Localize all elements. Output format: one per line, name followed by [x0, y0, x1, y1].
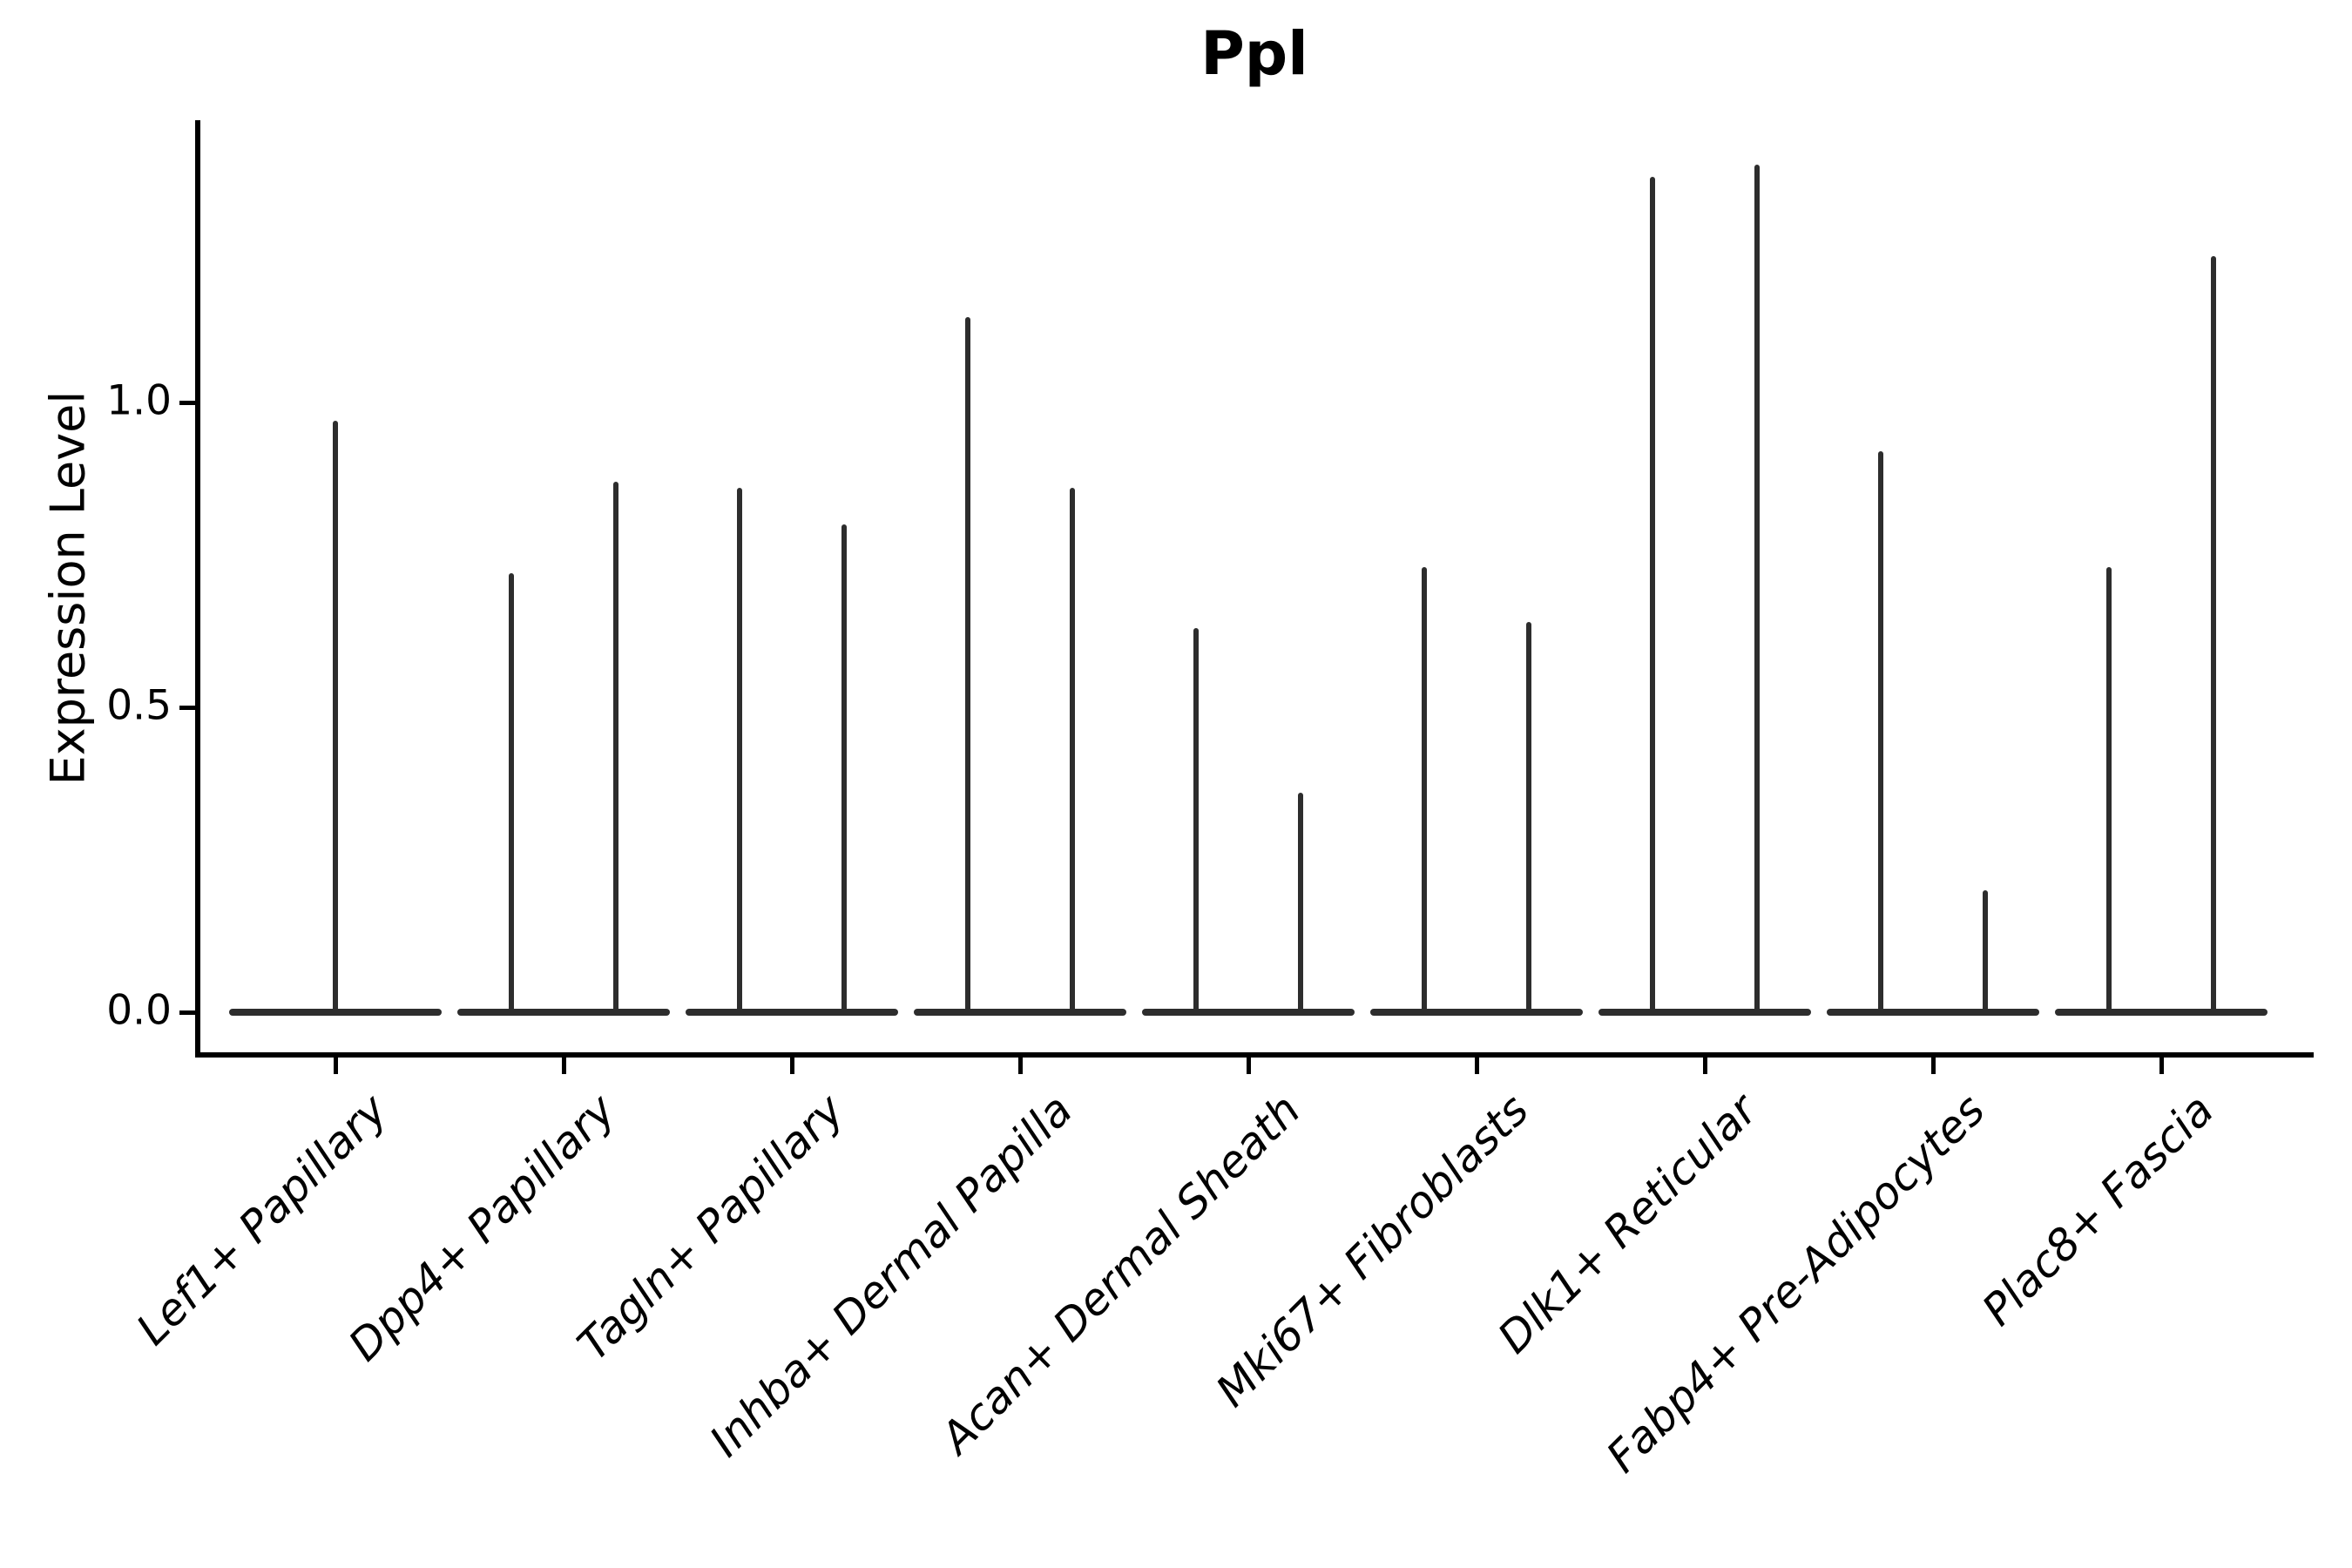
y-tick-label: 0.5	[106, 681, 172, 730]
violin-spike	[333, 421, 338, 1012]
x-tick	[1703, 1058, 1707, 1074]
y-tick-label: 0.0	[106, 986, 172, 1035]
x-tick	[562, 1058, 566, 1074]
violin-spike	[1422, 567, 1427, 1012]
x-tick	[1018, 1058, 1023, 1074]
violin-spike	[2211, 256, 2216, 1012]
violin-base	[229, 1009, 442, 1016]
y-tick	[179, 1010, 195, 1015]
violin-spike	[965, 317, 970, 1012]
violin-spike	[1070, 488, 1075, 1012]
violin-spike	[2106, 567, 2112, 1012]
violin-base	[1827, 1009, 2039, 1016]
y-tick	[179, 401, 195, 405]
violin-spike	[1193, 628, 1199, 1012]
violin-spike	[841, 524, 847, 1012]
y-tick-label: 1.0	[106, 376, 172, 425]
violin-base	[914, 1009, 1126, 1016]
violin-base	[2055, 1009, 2268, 1016]
violin-spike	[1650, 177, 1655, 1012]
x-tick	[1247, 1058, 1251, 1074]
x-tick	[1931, 1058, 1936, 1074]
violin-spike	[1754, 165, 1760, 1012]
x-tick	[790, 1058, 794, 1074]
violin-spike	[1298, 793, 1303, 1012]
y-tick	[179, 706, 195, 710]
x-tick	[2159, 1058, 2164, 1074]
violin-spike	[1878, 451, 1883, 1012]
y-axis-spine	[195, 120, 200, 1058]
violin-spike	[613, 482, 618, 1012]
x-tick-label: Fabp4+ Pre-Adipocytes	[1597, 1085, 1996, 1483]
violin-base	[1598, 1009, 1811, 1016]
chart-title: Ppl	[1200, 19, 1308, 89]
x-tick-label: Plac8+ Fascia	[1972, 1085, 2224, 1335]
x-axis-spine	[195, 1052, 2314, 1058]
violin-base	[1142, 1009, 1355, 1016]
x-tick	[334, 1058, 338, 1074]
violin-spike	[737, 488, 742, 1012]
violin-spike	[1526, 622, 1531, 1012]
x-tick-label: Inhba+ Dermal Papilla	[700, 1085, 1083, 1467]
violin-base	[686, 1009, 898, 1016]
x-tick-label: Lef1+ Papillary	[126, 1085, 398, 1355]
x-tick	[1475, 1058, 1479, 1074]
violin-base	[1370, 1009, 1583, 1016]
violin-base	[457, 1009, 670, 1016]
violin-spike	[1983, 890, 1988, 1012]
violin-spike	[509, 573, 514, 1012]
